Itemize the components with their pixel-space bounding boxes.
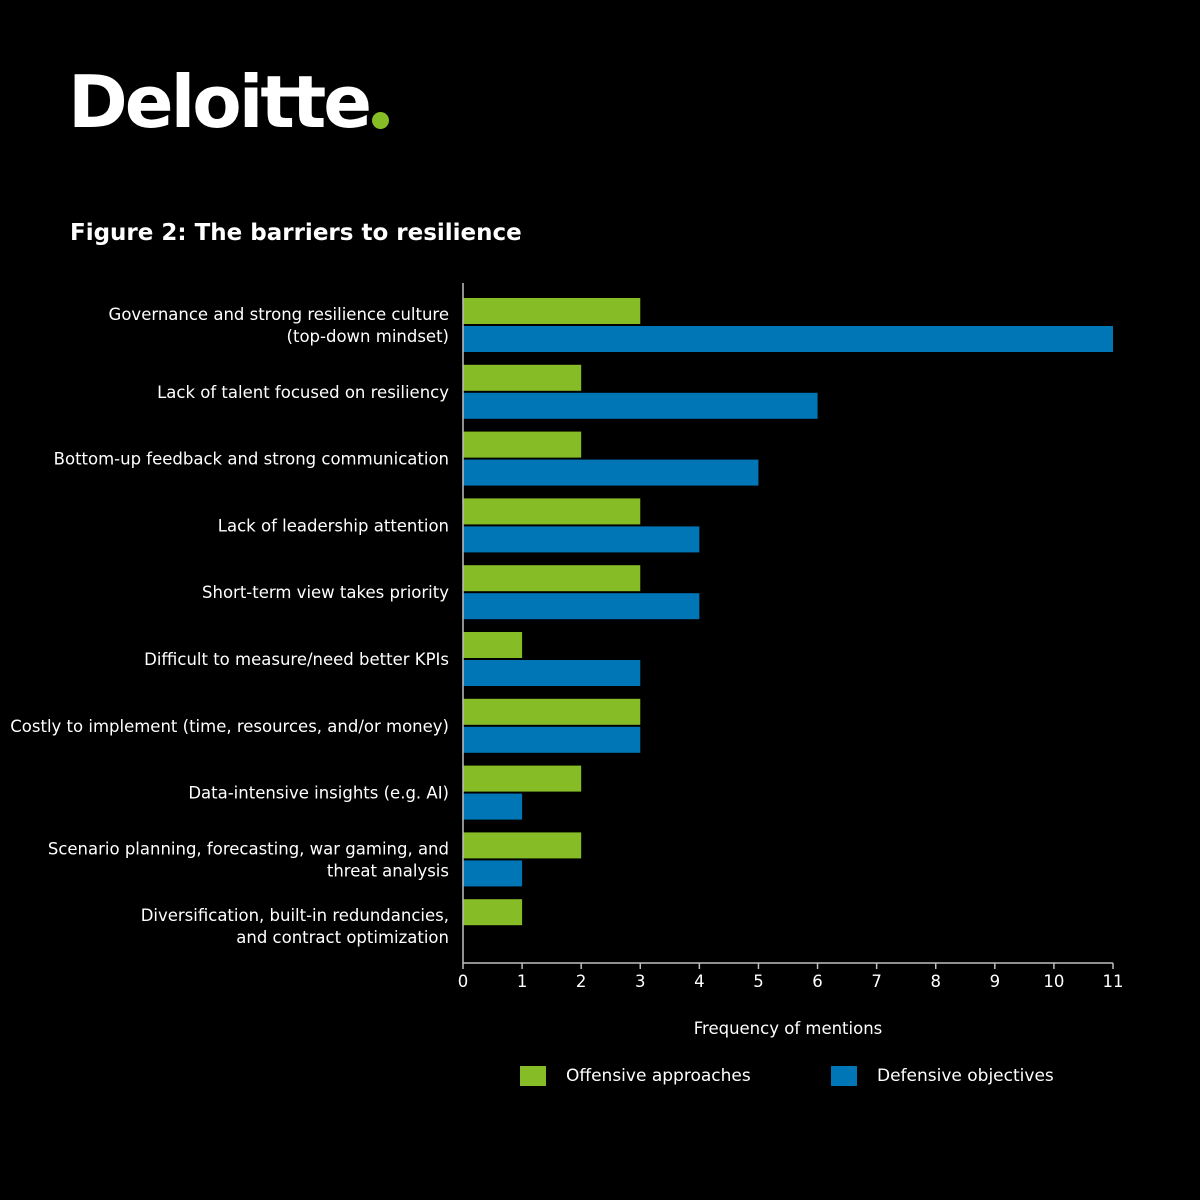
bar-defensive (463, 392, 818, 419)
x-tick-label: 8 (930, 972, 941, 991)
figure-title: Figure 2: The barriers to resilience (70, 220, 522, 246)
logo-dot (372, 112, 390, 129)
bar-offensive (463, 765, 582, 792)
bar-defensive (463, 726, 641, 753)
legend-item-defensive: Defensive objectives (831, 1066, 1054, 1086)
category-label: Difficult to measure/need better KPIs (144, 650, 449, 669)
bar-defensive (463, 459, 759, 486)
bar-offensive (463, 565, 641, 592)
bar-offensive (463, 832, 582, 859)
bar-offensive (463, 498, 641, 525)
legend-label-defensive: Defensive objectives (877, 1066, 1054, 1086)
bar-defensive (463, 860, 523, 887)
category-label: Scenario planning, forecasting, war gami… (48, 839, 449, 880)
bar-offensive (463, 698, 641, 725)
logo-wordmark: Deloitte (68, 60, 372, 144)
x-tick-label: 5 (753, 972, 764, 991)
x-tick-label: 9 (990, 972, 1001, 991)
x-tick-label: 7 (871, 972, 882, 991)
bar-offensive (463, 298, 641, 324)
x-tick-label: 10 (1043, 972, 1064, 991)
category-label: Governance and strong resilience culture… (109, 305, 449, 346)
category-label: Lack of talent focused on resiliency (157, 383, 449, 402)
x-tick-label: 4 (694, 972, 705, 991)
bar-defensive (463, 593, 700, 620)
x-axis-title: Frequency of mentions (694, 1019, 883, 1038)
legend-swatch-offensive (520, 1066, 546, 1086)
bar-offensive (463, 364, 582, 391)
legend-swatch-defensive (831, 1066, 857, 1086)
legend-item-offensive: Offensive approaches (520, 1066, 751, 1086)
x-tick-label: 3 (635, 972, 646, 991)
bar-offensive (463, 899, 523, 926)
category-label: Short-term view takes priority (202, 583, 449, 602)
bar-defensive (463, 326, 1113, 352)
category-label: Costly to implement (time, resources, an… (10, 717, 449, 736)
x-tick-label: 6 (812, 972, 823, 991)
category-label: Bottom-up feedback and strong communicat… (54, 450, 449, 469)
x-tick-label: 2 (576, 972, 587, 991)
bar-offensive (463, 431, 582, 458)
bar-defensive (463, 526, 700, 553)
x-tick-label: 0 (458, 972, 469, 991)
bar-offensive (463, 632, 523, 658)
category-label: Data-intensive insights (e.g. AI) (188, 784, 449, 803)
category-label: Diversification, built-in redundancies, a… (141, 906, 449, 947)
bar-defensive (463, 793, 523, 820)
x-tick-label: 1 (517, 972, 528, 991)
bar-defensive (463, 660, 641, 686)
category-label: Lack of leadership attention (218, 516, 449, 535)
deloitte-logo: Deloitte (68, 58, 390, 144)
legend-label-offensive: Offensive approaches (566, 1066, 751, 1086)
x-tick-label: 11 (1103, 972, 1124, 991)
